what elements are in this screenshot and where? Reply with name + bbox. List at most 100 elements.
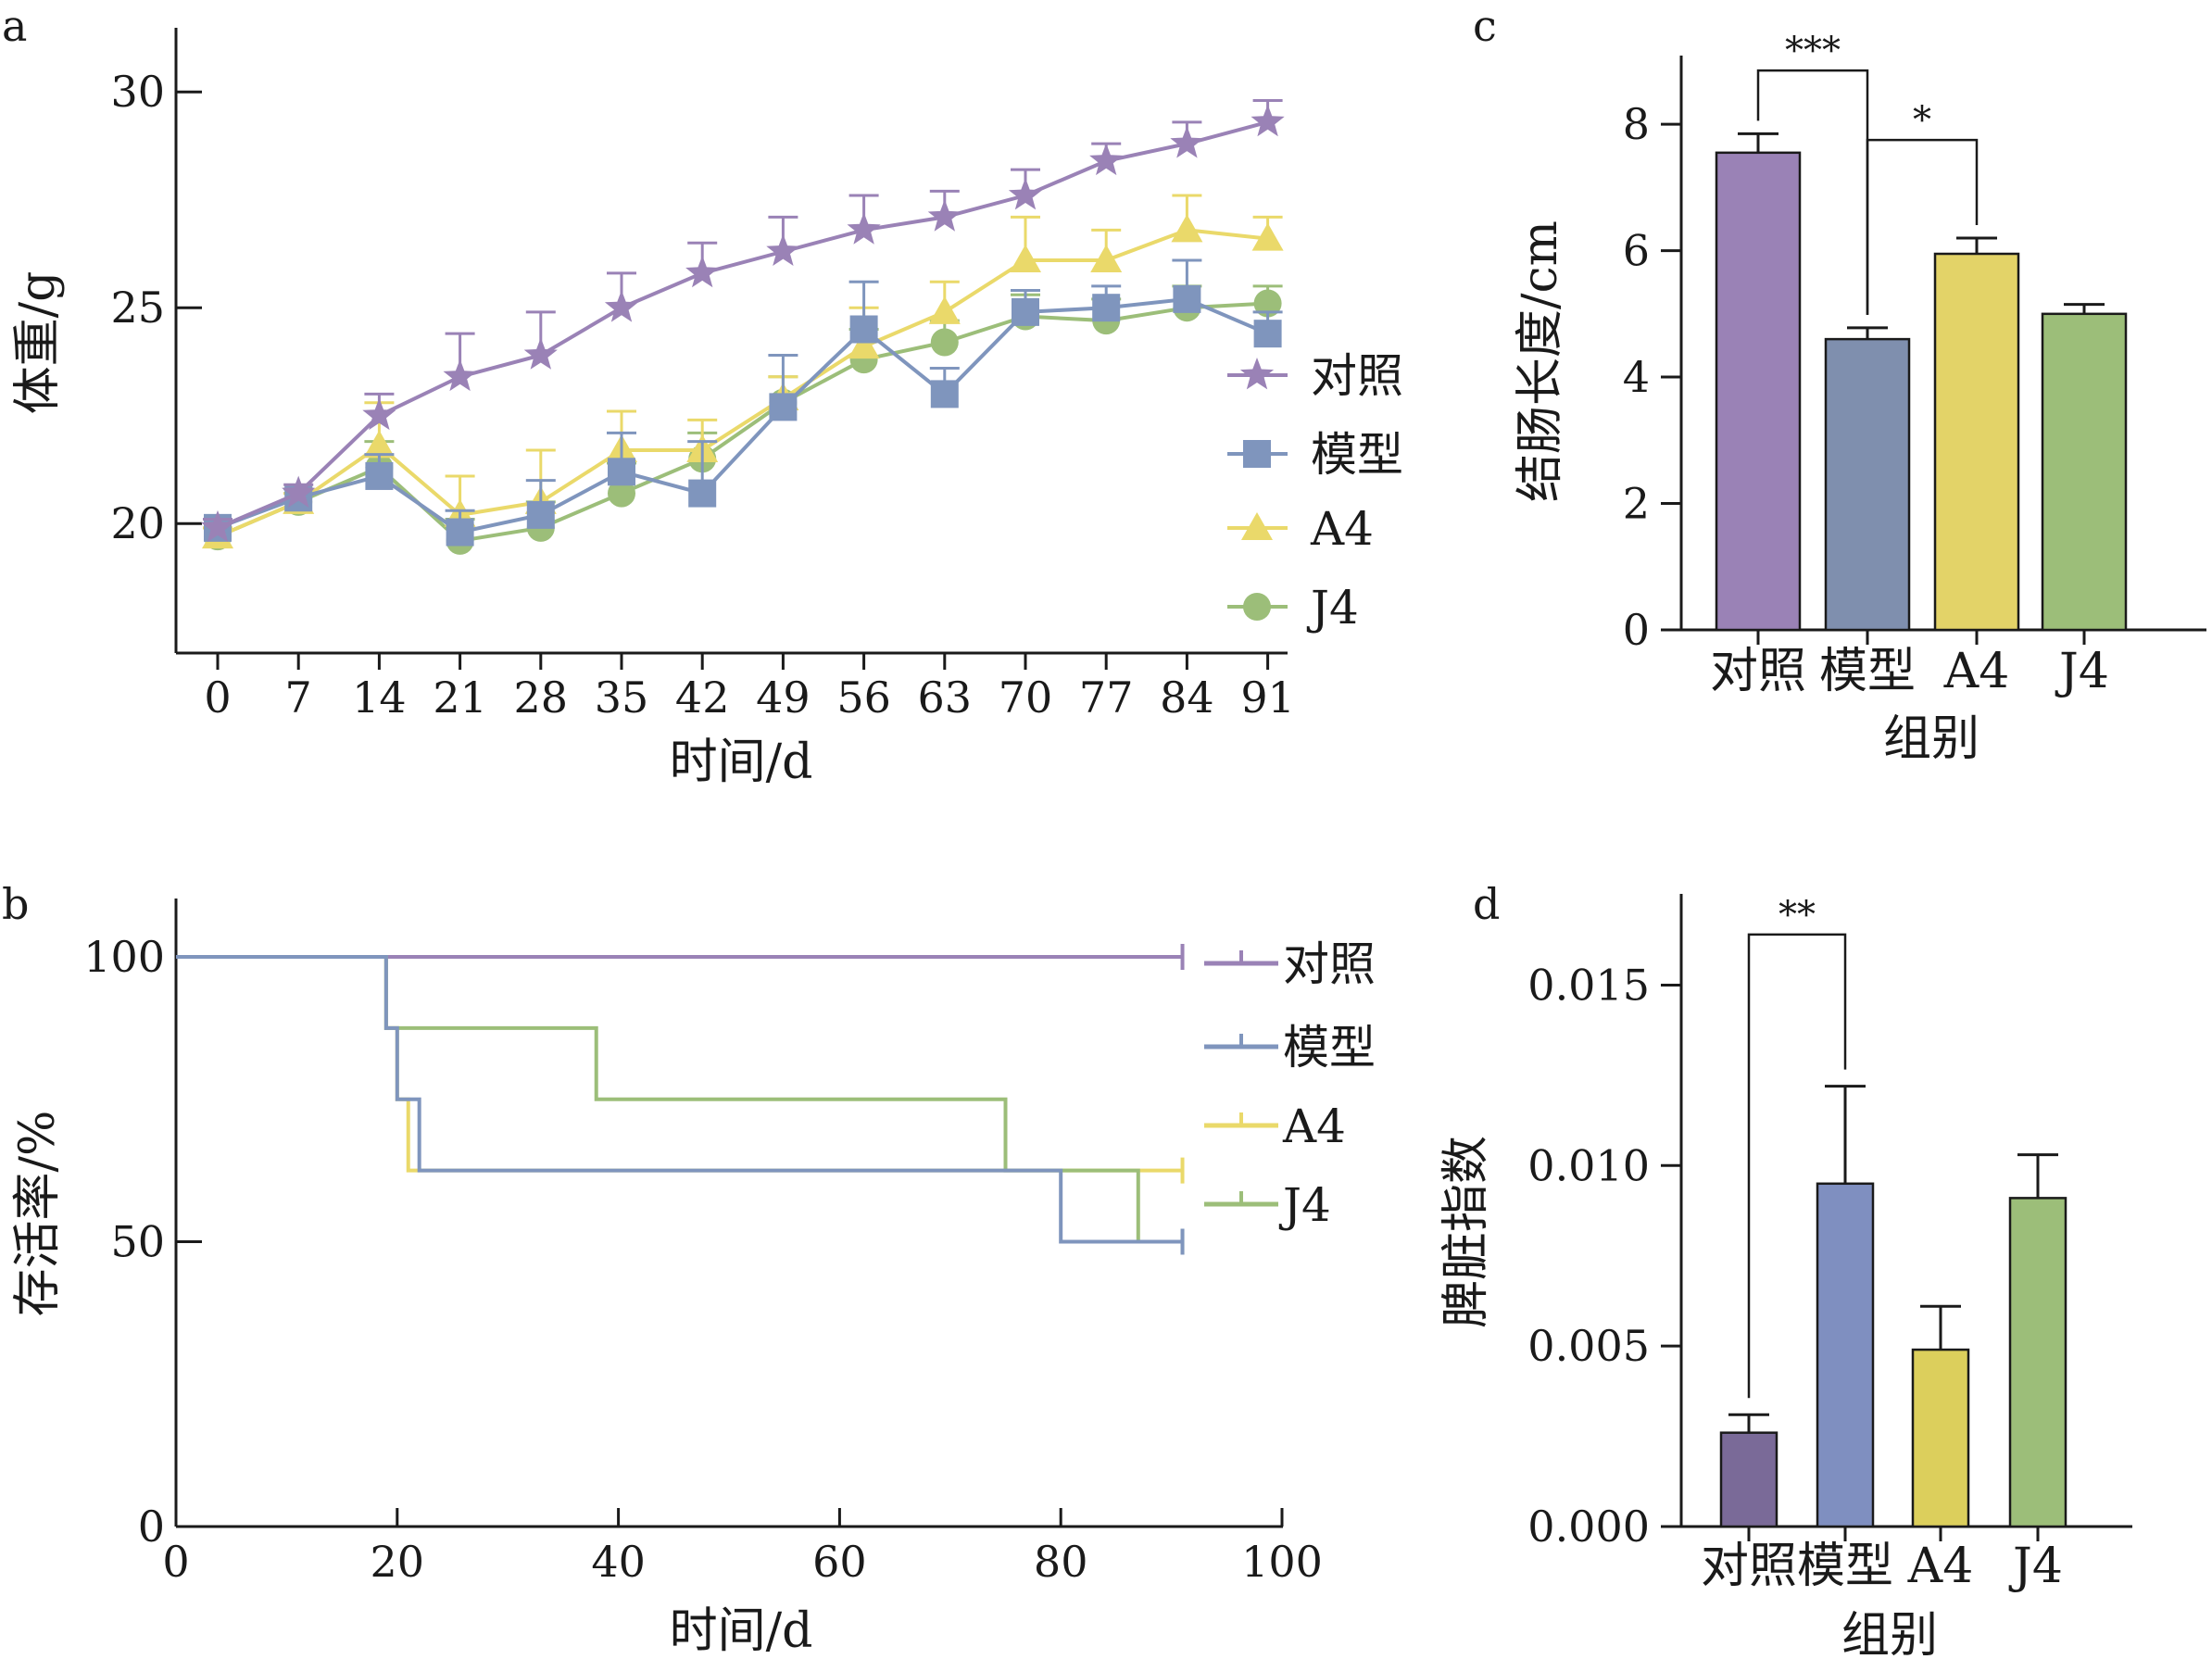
legend-label: J4 bbox=[1278, 1178, 1331, 1232]
data-point bbox=[1253, 320, 1282, 348]
legend-item: 模型 bbox=[1204, 1021, 1376, 1075]
bar-0 bbox=[1715, 151, 1802, 632]
legend-item: A4 bbox=[1204, 1100, 1346, 1153]
x-tick-label: 91 bbox=[1240, 672, 1295, 723]
y-axis-label: 结肠长度/cm bbox=[1513, 220, 1568, 502]
x-tick-label: 84 bbox=[1160, 672, 1214, 723]
x-tick-label: 49 bbox=[756, 672, 811, 723]
x-tick-label: 56 bbox=[836, 672, 891, 723]
data-point bbox=[604, 290, 639, 322]
x-tick-label: 7 bbox=[285, 672, 312, 723]
bar-0 bbox=[1719, 1431, 1778, 1528]
data-point bbox=[1090, 244, 1123, 272]
x-tick-label: 模型 bbox=[1797, 1539, 1893, 1594]
legend-label: 对照 bbox=[1311, 349, 1403, 403]
data-point bbox=[443, 358, 477, 392]
data-point bbox=[769, 393, 798, 421]
significance-bracket: ** bbox=[1747, 894, 1847, 1399]
y-tick-label: 0.015 bbox=[1527, 960, 1650, 1010]
y-tick-label: 8 bbox=[1623, 99, 1650, 149]
x-tick-label: 对照 bbox=[1701, 1539, 1797, 1594]
x-tick-label: 42 bbox=[675, 672, 730, 723]
x-tick-label: 0 bbox=[204, 672, 231, 723]
bar-3 bbox=[2041, 312, 2128, 632]
data-point bbox=[608, 458, 635, 486]
legend-item: 对照 bbox=[1204, 937, 1376, 991]
data-point bbox=[608, 479, 635, 508]
x-tick-label: 40 bbox=[591, 1537, 646, 1587]
legend-marker bbox=[1239, 358, 1275, 390]
data-point bbox=[849, 315, 878, 344]
bracket-line bbox=[1866, 138, 1979, 315]
x-tick-label: 20 bbox=[371, 1537, 425, 1587]
data-point bbox=[688, 479, 717, 508]
data-point bbox=[1173, 284, 1201, 313]
data-point bbox=[847, 212, 881, 245]
y-tick-label: 25 bbox=[110, 283, 165, 333]
significance-bracket: * bbox=[1866, 99, 1979, 315]
legend-label: A4 bbox=[1282, 1100, 1346, 1153]
y-tick-label: 0 bbox=[138, 1502, 165, 1552]
y-tick-label: 50 bbox=[110, 1217, 165, 1267]
x-tick-label: A4 bbox=[1907, 1539, 1974, 1594]
data-point bbox=[766, 233, 800, 266]
survival-line bbox=[176, 955, 1183, 1244]
panel-label-a: a bbox=[2, 1, 27, 51]
x-tick-label: 对照 bbox=[1710, 644, 1806, 699]
bar-1 bbox=[1816, 1182, 1875, 1528]
legend-label: 模型 bbox=[1283, 1021, 1376, 1075]
x-tick-label: 35 bbox=[595, 672, 649, 723]
y-axis-label: 存活率/% bbox=[10, 1111, 66, 1317]
data-point bbox=[446, 518, 474, 547]
y-tick-label: 0 bbox=[1623, 605, 1650, 655]
legend-label: 模型 bbox=[1311, 428, 1403, 482]
data-point bbox=[1089, 143, 1124, 176]
data-point bbox=[930, 328, 959, 357]
data-point bbox=[1253, 289, 1282, 318]
x-tick-label: J4 bbox=[2008, 1539, 2063, 1594]
y-tick-label: 100 bbox=[83, 932, 165, 982]
data-point bbox=[1251, 222, 1284, 251]
y-tick-label: 0.000 bbox=[1527, 1502, 1650, 1552]
significance-label: ** bbox=[1778, 894, 1816, 936]
data-point bbox=[363, 430, 396, 459]
legend-item: 模型 bbox=[1227, 428, 1403, 482]
x-tick-label: 14 bbox=[352, 672, 407, 723]
x-tick-label: 63 bbox=[918, 672, 973, 723]
legend-label: A4 bbox=[1310, 502, 1374, 556]
series-2 bbox=[202, 194, 1284, 549]
bar-1 bbox=[1824, 337, 1911, 632]
legend-item: J4 bbox=[1204, 1178, 1331, 1232]
data-point bbox=[365, 461, 394, 490]
x-tick-label: 0 bbox=[162, 1537, 189, 1587]
series-0 bbox=[200, 99, 1285, 543]
x-tick-label: 模型 bbox=[1819, 644, 1916, 699]
panel-a: a 20 25 30 0 7 14 21 28 35 42 49 56 63 70 77 84 91 时间/d 体重/… bbox=[2, 1, 1403, 790]
series-3 bbox=[176, 955, 1185, 1255]
panel-label-b: b bbox=[2, 879, 29, 929]
x-axis-label: 组别 bbox=[1883, 711, 1979, 767]
significance-label: * bbox=[1913, 99, 1931, 142]
series-line bbox=[217, 119, 1269, 530]
data-point bbox=[1012, 297, 1039, 326]
data-point bbox=[282, 475, 316, 508]
survival-line bbox=[176, 955, 1183, 1173]
data-point bbox=[930, 380, 959, 408]
legend-label: 对照 bbox=[1283, 937, 1376, 991]
x-tick-label: A4 bbox=[1943, 644, 2010, 699]
data-point bbox=[848, 331, 880, 359]
data-point bbox=[1008, 178, 1043, 210]
data-point bbox=[526, 500, 555, 529]
data-point bbox=[200, 509, 235, 543]
y-tick-label: 0.005 bbox=[1527, 1321, 1650, 1371]
y-tick-label: 4 bbox=[1623, 352, 1650, 402]
y-tick-label: 20 bbox=[110, 498, 165, 548]
legend-marker bbox=[1243, 593, 1271, 621]
data-point bbox=[1171, 214, 1203, 243]
series-line bbox=[217, 228, 1268, 539]
x-tick-label: 21 bbox=[433, 672, 487, 723]
data-point bbox=[362, 397, 396, 431]
